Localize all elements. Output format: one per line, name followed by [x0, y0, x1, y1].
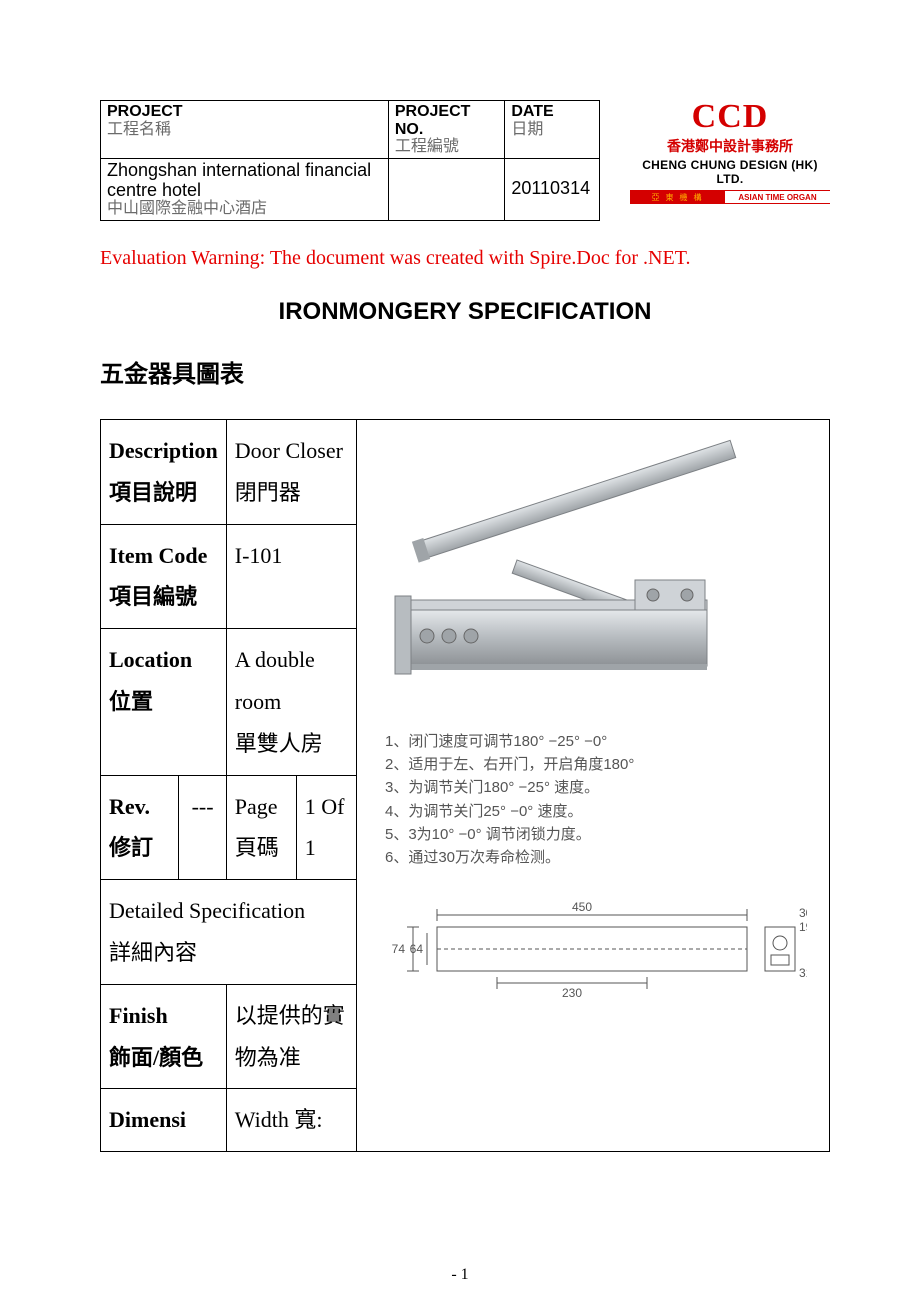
header-project-label-en: PROJECT [107, 103, 183, 120]
spec-image-region: 1、闭门速度可调节180° −25° −0° 2、适用于左、右开门，开启角度18… [356, 420, 829, 1151]
header-date-value: 20110314 [511, 178, 590, 198]
header-block: PROJECT 工程名稱 PROJECT NO. 工程編號 DATE 日期 Zh… [100, 100, 830, 221]
spec-rev-value: --- [192, 794, 214, 819]
header-date-label-cn: 日期 [511, 121, 543, 138]
spec-detailed-label-cn: 詳細內容 [109, 940, 197, 965]
spec-notes: 1、闭门速度可调节180° −25° −0° 2、适用于左、右开门，开启角度18… [385, 730, 819, 870]
spec-note-1: 1、闭门速度可调节180° −25° −0° [385, 730, 819, 753]
dim-64: 64 [410, 942, 424, 956]
spec-note-4: 4、为调节关门25° −0° 速度。 [385, 800, 819, 823]
logo-line-cn: 香港鄭中設計事務所 [630, 136, 830, 156]
logo-main: CCD [630, 100, 830, 134]
header-projectno-label-en: PROJECT NO. [395, 103, 471, 138]
spec-location-label-en: Location [109, 647, 192, 672]
spec-description-value-en: Door Closer [235, 438, 343, 463]
spec-page-label-cn: 頁碼 [235, 835, 279, 860]
header-projectno-label-cn: 工程編號 [395, 138, 459, 155]
dim-74: 74 [392, 942, 406, 956]
spec-note-5: 5、3为10° −0° 调节闭锁力度。 [385, 823, 819, 846]
dim-19: 19 [799, 920, 807, 934]
dimension-drawing: 450 230 74 64 [367, 897, 807, 1007]
spec-note-2: 2、适用于左、右开门，开启角度180° [385, 753, 819, 776]
logo-bar-right: ASIAN TIME ORGAN [725, 190, 830, 204]
spec-finish-label-cn: 飾面/顏色 [109, 1045, 203, 1070]
logo-line-en: CHENG CHUNG DESIGN (HK) LTD. [630, 158, 830, 186]
spec-finish-value: 以提供的實物為准 [235, 1003, 345, 1070]
spec-location-value-cn: 單雙人房 [235, 731, 323, 756]
spec-location-value-en: A double room [235, 647, 315, 714]
footer-page-number: - 1 [0, 1266, 920, 1284]
header-table: PROJECT 工程名稱 PROJECT NO. 工程編號 DATE 日期 Zh… [100, 100, 600, 221]
spec-note-6: 6、通过30万次寿命检测。 [385, 846, 819, 869]
spec-location-label-cn: 位置 [109, 689, 153, 714]
evaluation-warning: Evaluation Warning: The document was cre… [100, 247, 830, 270]
door-closer-illustration [367, 430, 807, 730]
spec-finish-label-en: Finish [109, 1003, 168, 1028]
spec-description-label-cn: 項目說明 [109, 480, 197, 505]
header-date-label-en: DATE [511, 103, 553, 120]
spec-itemcode-value: I-101 [235, 543, 283, 568]
spec-dimension-label-en: Dimensi [109, 1107, 186, 1132]
header-project-label-cn: 工程名稱 [107, 121, 171, 138]
doc-title-en: IRONMONGERY SPECIFICATION [100, 298, 830, 326]
spec-note-3: 3、为调节关门180° −25° 速度。 [385, 776, 819, 799]
dim-30: 30 [799, 906, 807, 920]
header-project-value-en: Zhongshan international financial centre… [107, 160, 371, 200]
logo-bar-left: 亞 東 機 構 [630, 190, 725, 204]
spec-description-value-cn: 閉門器 [235, 480, 301, 505]
spec-detailed-label-en: Detailed Specification [109, 898, 305, 923]
spec-rev-label-cn: 修訂 [109, 835, 153, 860]
spec-description-label-en: Description [109, 438, 218, 463]
spec-itemcode-label-en: Item Code [109, 543, 207, 568]
header-project-value-cn: 中山國際金融中心酒店 [107, 200, 267, 217]
spec-itemcode-label-cn: 項目編號 [109, 584, 197, 609]
company-logo: CCD 香港鄭中設計事務所 CHENG CHUNG DESIGN (HK) LT… [630, 100, 830, 204]
dim-315: 31.5 [799, 966, 807, 980]
spec-table: Description 項目說明 Door Closer 閉門器 Item Co… [100, 419, 830, 1152]
spec-page-value: 1 Of 1 [305, 794, 345, 861]
spec-rev-label-en: Rev. [109, 794, 150, 819]
spec-dimension-value: Width 寬: [235, 1107, 323, 1132]
dim-450: 450 [572, 900, 592, 914]
doc-title-cn: 五金器具圖表 [100, 354, 830, 389]
spec-page-label-en: Page [235, 794, 278, 819]
dim-230: 230 [562, 986, 582, 1000]
